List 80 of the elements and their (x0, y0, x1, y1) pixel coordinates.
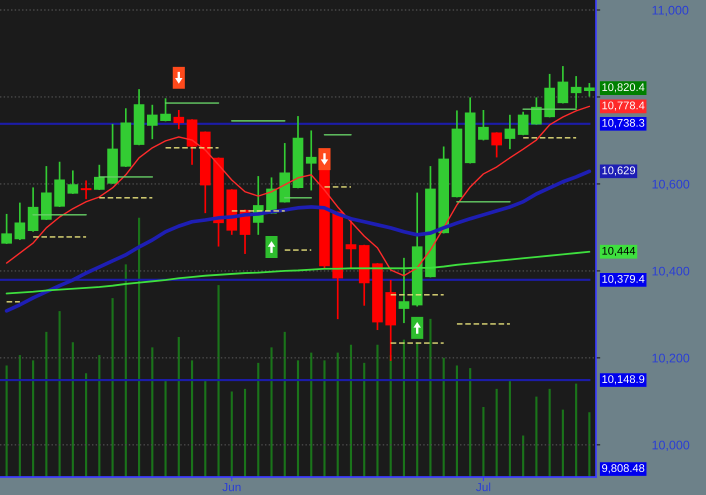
text: 10,820.4 (602, 83, 644, 92)
ref-line-label: 10,148.9 (602, 375, 644, 384)
x-tick-label: Jun (222, 482, 241, 492)
data-label: 10,444 (602, 246, 636, 256)
bar (416, 342, 418, 477)
bar (508, 381, 511, 477)
bar (284, 332, 286, 477)
y-tick-label: 10,600 (652, 180, 690, 190)
text: 9,808.48 (602, 464, 644, 474)
candlestick (146, 104, 158, 140)
candlestick (398, 257, 410, 324)
bar (151, 347, 154, 477)
candlestick (531, 96, 542, 126)
bar (496, 388, 498, 477)
bar (6, 366, 8, 477)
bar (18, 355, 21, 477)
x-tick-label: Jul (476, 482, 490, 492)
bar (482, 407, 484, 477)
ref-line-label: 10,379.4 (602, 274, 644, 284)
candlestick (491, 131, 502, 158)
bar (164, 381, 167, 477)
candlestick (80, 180, 92, 200)
bar (217, 285, 220, 477)
bar (244, 388, 246, 477)
candlestick (28, 186, 38, 233)
y-tick-label: 10,200 (652, 354, 690, 364)
bar (45, 332, 48, 477)
candlestick (94, 164, 105, 191)
bar (548, 388, 551, 477)
bar (390, 355, 392, 477)
bar (178, 337, 180, 477)
candlestick (584, 82, 595, 98)
bar (442, 358, 445, 477)
bar (456, 366, 458, 477)
line-series (6, 250, 590, 294)
bar (296, 360, 300, 477)
bar (72, 342, 74, 477)
bar (204, 381, 206, 477)
candlestick (306, 130, 317, 192)
bar (112, 298, 114, 477)
bar (336, 352, 339, 477)
ref-line-label: 10,738.3 (602, 118, 644, 128)
candlestick (570, 75, 582, 110)
bar (469, 368, 472, 477)
bar (535, 396, 538, 477)
bar (138, 218, 140, 477)
bar (58, 311, 61, 477)
y-tick-label: 10,000 (652, 440, 690, 451)
bar (310, 352, 312, 477)
candlestick (1, 213, 12, 245)
bar (124, 264, 127, 477)
candlestick (68, 170, 78, 195)
bar (32, 360, 34, 477)
candlestick (504, 114, 516, 150)
candlestick (478, 109, 489, 142)
bar (562, 410, 564, 477)
y-tick-label: 11,000 (652, 6, 688, 16)
candlestick (14, 202, 26, 241)
bar (376, 344, 379, 477)
bar (588, 412, 590, 477)
bar (270, 347, 273, 477)
bar (85, 373, 88, 477)
candlestick (173, 109, 184, 130)
candlestick (160, 97, 171, 122)
bar (98, 355, 100, 477)
y-tick-label: 10,400 (652, 266, 690, 278)
bar (323, 360, 326, 477)
bar (230, 391, 233, 477)
bar (363, 362, 366, 477)
candlestick (518, 110, 528, 136)
bar (429, 318, 432, 477)
line-series (6, 106, 590, 276)
data-label: 10,778.4 (602, 101, 644, 111)
bar (575, 384, 578, 477)
bar (190, 360, 194, 477)
bar (350, 344, 352, 477)
bar (402, 340, 406, 477)
bar (257, 362, 260, 477)
candlestick (558, 65, 568, 104)
data-label: 10,629 (602, 166, 636, 176)
